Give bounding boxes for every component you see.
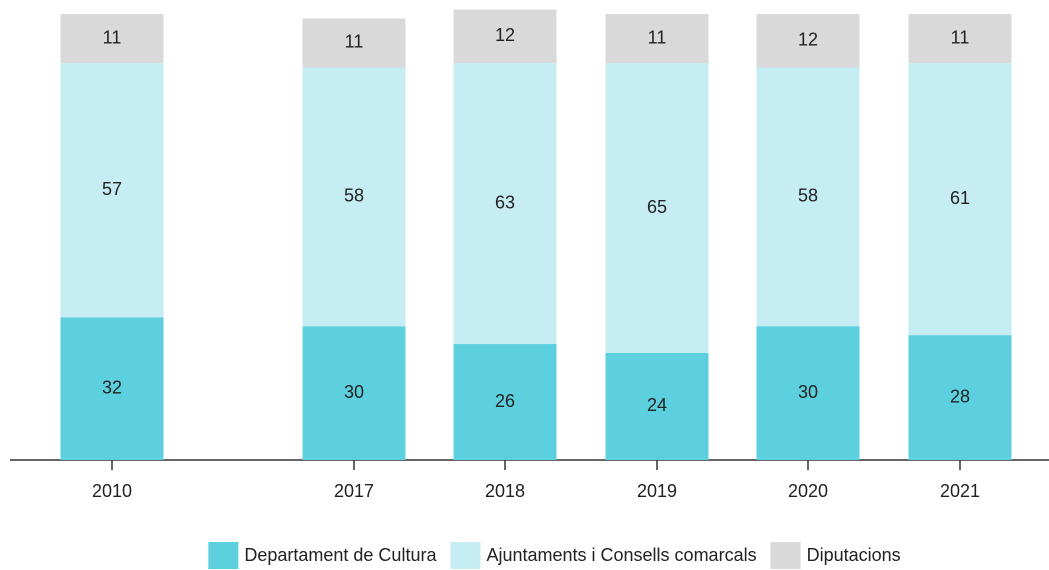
bar-segment [302,326,406,460]
data-label: 30 [344,382,364,402]
x-tick-label: 2020 [788,481,828,501]
data-label: 24 [647,395,667,415]
x-tick-label: 2010 [92,481,132,501]
bar-segment [605,63,709,353]
bar-segment [908,335,1012,460]
legend-swatch [450,542,481,569]
x-tick-label: 2021 [940,481,980,501]
x-tick-label: 2018 [485,481,525,501]
legend-swatch [208,542,239,569]
bar-segment [756,14,860,68]
data-label: 57 [102,179,122,199]
bar-segment [302,18,406,68]
data-label: 12 [798,30,818,50]
bar-segment [453,344,557,460]
bar-segment [605,352,709,460]
legend-label: Departament de Cultura [244,545,437,565]
bar-segment [453,63,557,345]
bar-segment [908,63,1012,336]
bar-segment [60,63,164,318]
bar-segment [60,14,164,64]
bar-segment [453,9,557,64]
data-label: 32 [102,377,122,397]
x-tick-label: 2017 [334,481,374,501]
data-label: 11 [951,27,970,47]
data-label: 65 [647,197,667,217]
data-label: 11 [648,27,667,47]
data-label: 63 [495,192,515,212]
legend-label: Ajuntaments i Consells comarcals [486,545,756,565]
data-label: 26 [495,391,515,411]
bar-segment [756,326,860,460]
bar-segment [302,67,406,327]
bar-segment [60,317,164,460]
bar-segment [605,14,709,64]
x-tick-label: 2019 [637,481,677,501]
data-label: 12 [495,25,515,45]
data-label: 30 [798,382,818,402]
data-label: 11 [103,27,122,47]
legend-label: Diputacions [807,545,901,565]
data-label: 58 [798,186,818,206]
legend-swatch [770,542,801,569]
bar-segment [908,14,1012,64]
data-label: 28 [950,386,970,406]
data-label: 61 [950,188,970,208]
data-label: 11 [345,32,364,52]
bar-segment [756,67,860,327]
data-label: 58 [344,186,364,206]
